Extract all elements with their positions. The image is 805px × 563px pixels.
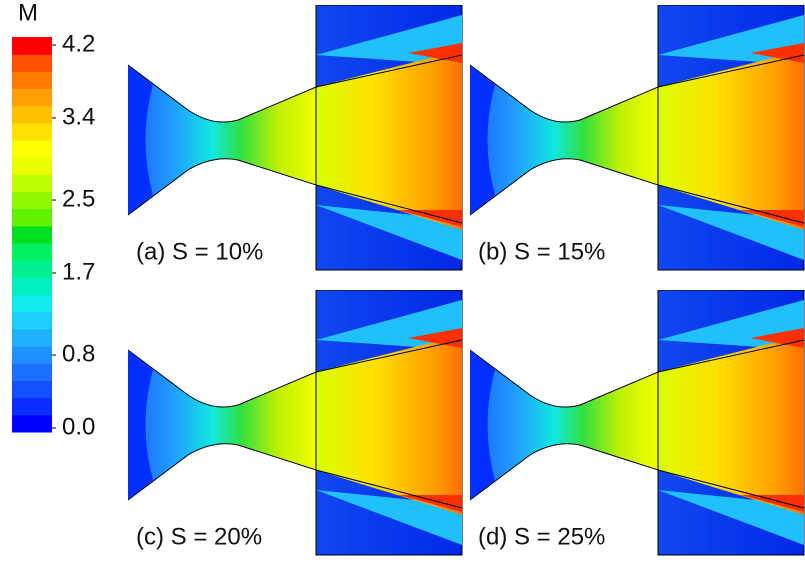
contour-panel [470, 5, 804, 270]
color-band [12, 140, 52, 158]
color-band [12, 37, 52, 55]
tick-label: 1.7 [62, 258, 95, 285]
panels: (a) S = 10% (b) S = 15% (c) S = 20% (d) S =… [128, 5, 804, 555]
color-band [12, 174, 52, 193]
color-band [12, 122, 52, 141]
color-band [12, 363, 52, 381]
panel-label: (d) S = 25% [478, 523, 605, 550]
panel-label: (b) S = 15% [478, 238, 605, 265]
color-band [12, 243, 52, 261]
colorbar: 0.0 0.8 1.7 2.5 3.4 4.2 [12, 30, 95, 440]
color-band [12, 191, 52, 210]
color-band [12, 208, 52, 227]
color-band [12, 380, 52, 399]
color-band [12, 346, 52, 364]
tick-label: 2.5 [62, 185, 95, 212]
color-band [12, 414, 52, 433]
color-band [12, 277, 52, 296]
color-band [12, 397, 52, 416]
tick-label: 4.2 [62, 30, 95, 57]
color-band [12, 105, 52, 124]
color-band [12, 294, 52, 313]
tick-label: 3.4 [62, 103, 95, 130]
color-band [12, 328, 52, 347]
color-band [12, 71, 52, 90]
contour-panel [128, 290, 462, 555]
color-band [12, 225, 52, 244]
color-band [12, 311, 52, 330]
panel-label: (a) S = 10% [136, 238, 263, 265]
color-band [12, 157, 52, 175]
panel-label: (c) S = 20% [136, 523, 262, 550]
contour-panel [128, 5, 462, 270]
color-band [12, 88, 52, 107]
colorbar-title: M [18, 0, 38, 26]
color-band [12, 54, 52, 72]
tick-label: 0.0 [62, 413, 95, 440]
contour-panel [470, 290, 804, 555]
tick-label: 0.8 [62, 340, 95, 367]
color-band [12, 260, 52, 278]
